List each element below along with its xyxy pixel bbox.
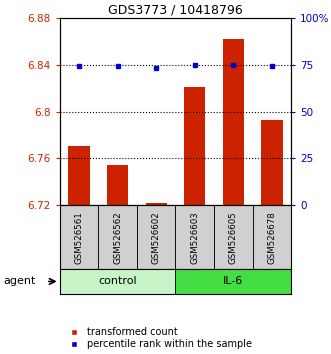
Text: GSM526562: GSM526562 — [113, 211, 122, 264]
Text: control: control — [98, 276, 137, 286]
Text: GSM526678: GSM526678 — [267, 211, 276, 264]
Bar — [223, 39, 244, 205]
Text: GSM526561: GSM526561 — [74, 211, 83, 264]
Bar — [107, 165, 128, 205]
Bar — [175, 205, 214, 269]
Bar — [175, 269, 291, 294]
Bar — [60, 269, 175, 294]
Bar — [146, 203, 167, 205]
Bar — [184, 87, 205, 205]
Text: IL-6: IL-6 — [223, 276, 244, 286]
Legend: transformed count, percentile rank within the sample: transformed count, percentile rank withi… — [65, 327, 252, 349]
Title: GDS3773 / 10418796: GDS3773 / 10418796 — [108, 4, 243, 17]
Bar — [137, 205, 175, 269]
Bar — [68, 145, 89, 205]
Bar — [60, 205, 98, 269]
Text: agent: agent — [3, 276, 36, 286]
Text: GSM526603: GSM526603 — [190, 211, 199, 264]
Bar — [214, 205, 253, 269]
Bar — [261, 120, 283, 205]
Text: GSM526602: GSM526602 — [152, 211, 161, 264]
Text: GSM526605: GSM526605 — [229, 211, 238, 264]
Bar — [253, 205, 291, 269]
Bar — [98, 205, 137, 269]
